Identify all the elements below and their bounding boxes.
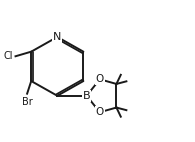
Text: O: O <box>96 74 104 84</box>
Text: Cl: Cl <box>3 51 13 61</box>
Text: O: O <box>96 107 104 117</box>
Text: B: B <box>83 91 90 101</box>
Text: N: N <box>53 32 61 42</box>
Text: Br: Br <box>22 97 33 107</box>
